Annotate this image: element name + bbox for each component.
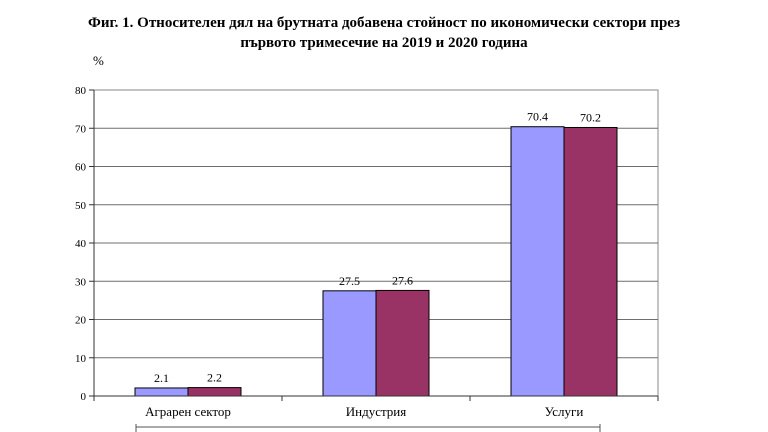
bars: [134, 126, 618, 397]
data-label: 2.1: [154, 371, 169, 385]
bar-series-1-1: [134, 387, 189, 397]
data-label: 27.5: [339, 274, 360, 288]
y-axis-unit-label: %: [93, 53, 104, 68]
chart-title: Фиг. 1. Относителен дял на брутната доба…: [0, 13, 768, 53]
bar-series-2-1: [187, 387, 242, 397]
y-tick-label: 50: [75, 200, 87, 212]
bar-series-1-3: [510, 126, 565, 397]
y-tick-label: 70: [75, 123, 87, 135]
category-label: Индустрия: [346, 404, 407, 419]
y-tick-label: 40: [75, 238, 87, 250]
x-axis: [93, 395, 659, 401]
y-tick-label: 30: [75, 276, 87, 288]
chart-title-line-1: Фиг. 1. Относителен дял на брутната доба…: [88, 15, 680, 31]
data-labels: 2.1 2.2 27.5 27.6 70.4 70.2: [154, 110, 601, 385]
bar-series-1-2: [322, 290, 377, 397]
category-label: Услуги: [545, 404, 584, 419]
x-axis-bracket: [135, 424, 601, 432]
y-tick-label: 10: [75, 353, 87, 365]
y-axis-ticks: 0 10 20 30 40 50 60 70 80: [75, 85, 95, 403]
category-labels: Аграрен сектор Индустрия Услуги: [145, 404, 583, 419]
bar-series-2-3: [563, 126, 618, 397]
y-tick-label: 80: [75, 85, 87, 97]
y-tick-label: 60: [75, 162, 87, 174]
y-tick-label: 20: [75, 315, 87, 327]
data-label: 70.4: [527, 110, 548, 124]
chart-title-line-2: първото тримесечие на 2019 и 2020 година: [240, 35, 528, 51]
data-label: 70.2: [580, 110, 601, 124]
data-label: 2.2: [207, 371, 222, 385]
data-label: 27.6: [392, 273, 413, 287]
bar-series-2-2: [375, 289, 430, 397]
y-tick-label: 0: [81, 391, 87, 403]
category-label: Аграрен сектор: [145, 404, 231, 419]
